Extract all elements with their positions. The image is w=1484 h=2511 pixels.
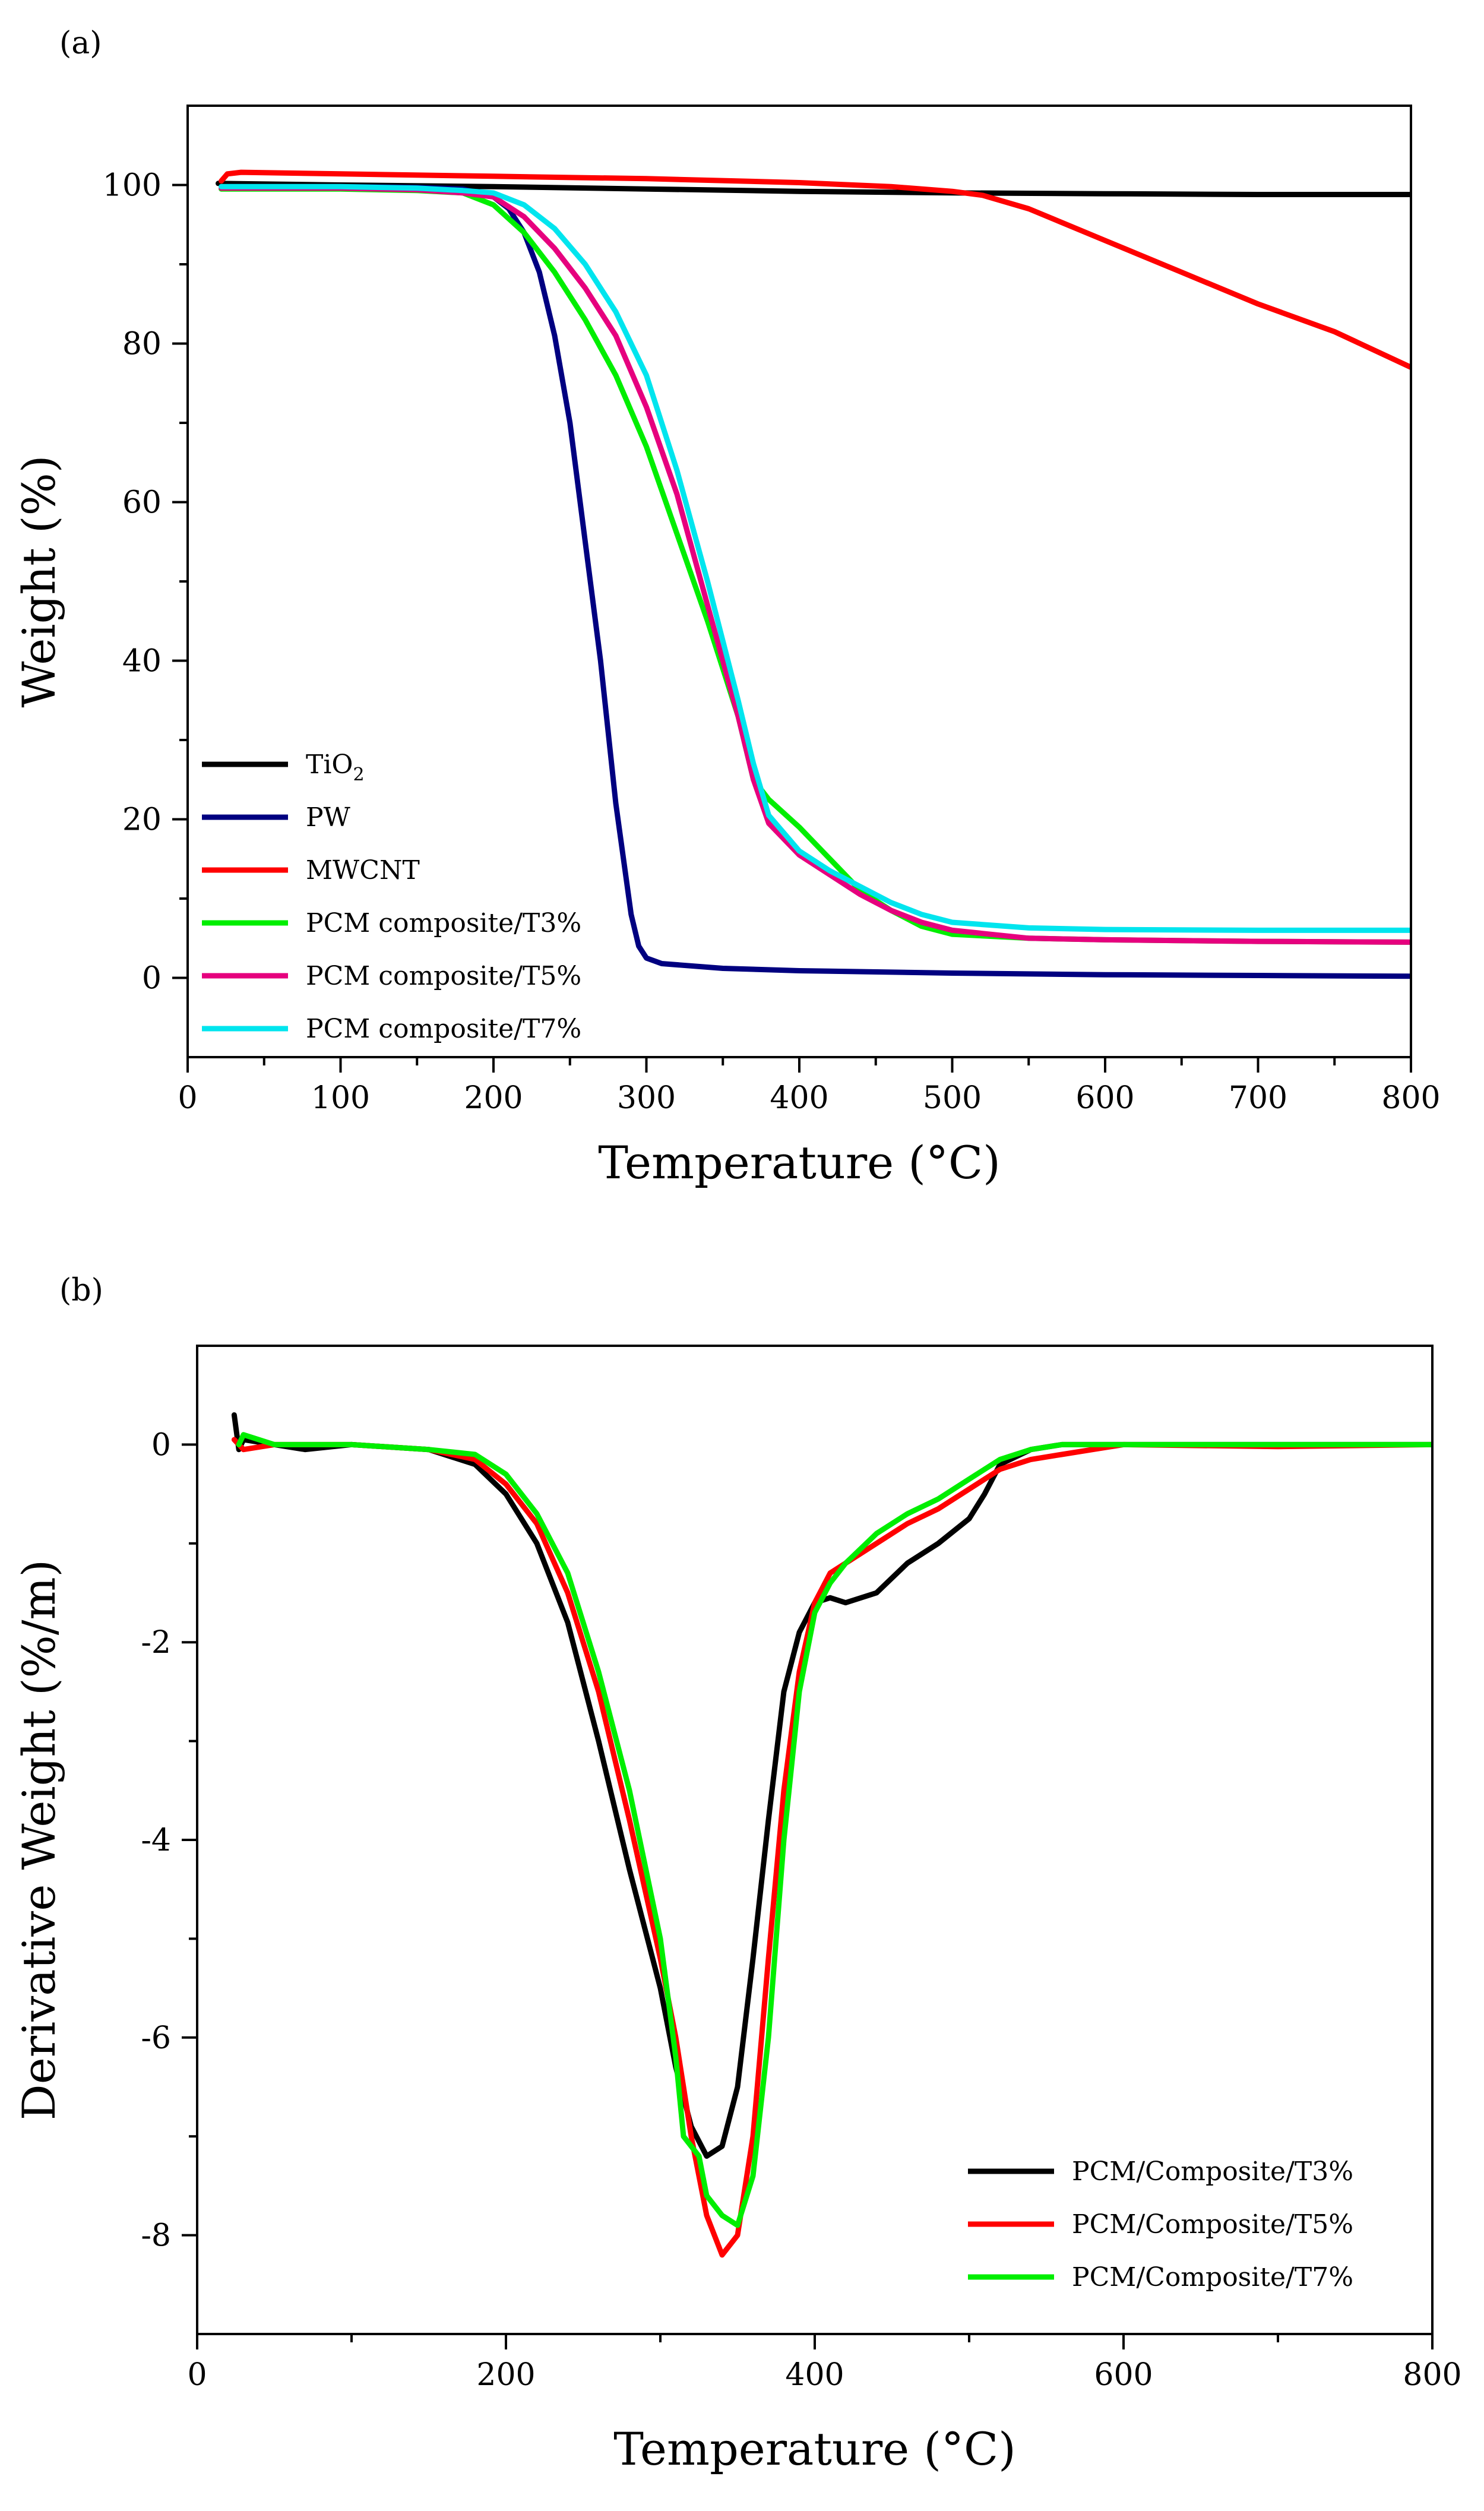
- x-tick-label: 800: [1381, 1080, 1440, 1116]
- y-tick-label: 100: [103, 168, 162, 204]
- x-tick-label: 0: [178, 1080, 197, 1116]
- panel-label: (b): [59, 1273, 103, 1308]
- y-tick-label: 40: [122, 644, 162, 679]
- y-axis-title: Weight (%): [12, 455, 65, 707]
- y-tick-label: -6: [141, 2020, 171, 2056]
- x-tick-label: 800: [1403, 2357, 1461, 2393]
- legend-entry-1: PW: [306, 802, 351, 833]
- x-tick-label: 100: [311, 1080, 370, 1116]
- legend-entry-0: PCM/Composite/T3%: [1072, 2156, 1353, 2187]
- legend-entry-1: PCM/Composite/T5%: [1072, 2209, 1353, 2240]
- y-tick-label: 80: [122, 327, 162, 362]
- x-tick-label: 0: [187, 2357, 207, 2393]
- x-tick-label: 400: [770, 1080, 828, 1116]
- x-tick-label: 200: [464, 1080, 523, 1116]
- y-tick-label: -4: [141, 1823, 171, 1858]
- x-tick-label: 700: [1229, 1080, 1287, 1116]
- legend-entry-2: MWCNT: [306, 855, 420, 886]
- x-tick-label: 500: [923, 1080, 982, 1116]
- legend-entry-5: PCM composite/T7%: [306, 1014, 581, 1044]
- x-axis-title: Temperature (°C): [613, 2423, 1016, 2475]
- y-tick-label: 0: [142, 961, 162, 997]
- x-tick-label: 600: [1075, 1080, 1134, 1116]
- x-tick-label: 200: [476, 2357, 535, 2393]
- y-tick-label: 20: [122, 802, 162, 838]
- x-tick-label: 400: [785, 2357, 844, 2393]
- x-tick-label: 600: [1094, 2357, 1153, 2393]
- x-tick-label: 300: [617, 1080, 676, 1116]
- y-axis-title: Derivative Weight (%/m): [12, 1560, 65, 2120]
- x-axis-title: Temperature (°C): [598, 1136, 1001, 1189]
- panel-label: (a): [59, 26, 102, 61]
- y-tick-label: -2: [141, 1625, 171, 1661]
- y-tick-label: 0: [151, 1427, 171, 1463]
- y-tick-label: 60: [122, 485, 162, 521]
- y-tick-label: -8: [141, 2218, 171, 2254]
- legend-entry-4: PCM composite/T5%: [306, 961, 581, 991]
- legend-entry-2: PCM/Composite/T7%: [1072, 2262, 1353, 2292]
- legend-entry-3: PCM composite/T3%: [306, 908, 581, 938]
